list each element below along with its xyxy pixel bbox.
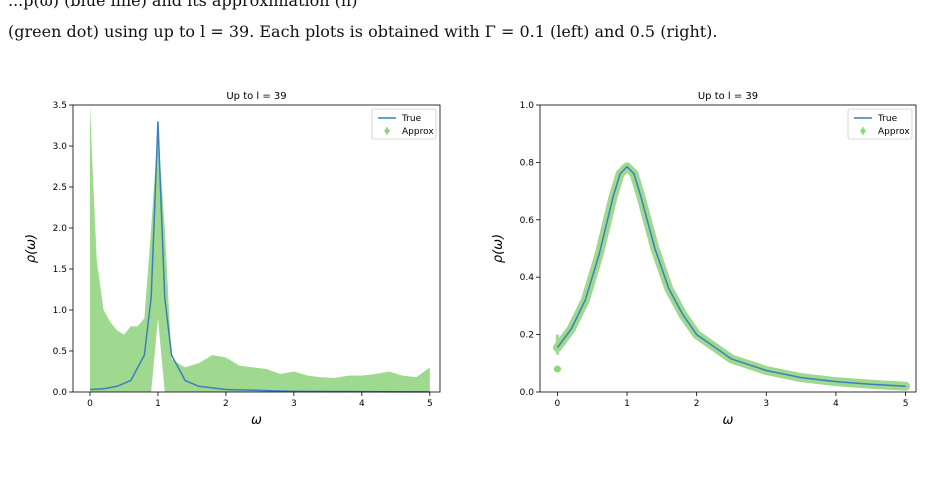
y-tick-label: 3.5	[53, 101, 67, 111]
true-line	[556, 165, 906, 388]
x-tick-label: 3	[291, 399, 297, 409]
approx-band	[89, 105, 430, 392]
y-tick-label: 2.0	[53, 224, 68, 234]
y-tick-label: 0.6	[520, 216, 535, 226]
x-tick-label: 1	[155, 399, 161, 409]
y-tick-label: 0.8	[520, 158, 535, 168]
y-axis-label: ρ(ω)	[491, 234, 506, 263]
approx-point	[553, 365, 561, 373]
legend-approx-swatch	[384, 128, 390, 134]
legend-true-label: True	[401, 114, 422, 124]
figure-caption: (green dot) using up to l = 39. Each plo…	[8, 22, 718, 41]
x-tick-label: 1	[624, 399, 630, 409]
x-tick-label: 3	[763, 399, 769, 409]
x-tick-label: 4	[833, 399, 839, 409]
plot-frame	[72, 104, 441, 393]
true-line	[89, 121, 430, 393]
y-tick-label: 0.0	[520, 388, 535, 398]
y-tick-label: 1.0	[53, 306, 68, 316]
approx-band	[552, 162, 911, 391]
x-tick-label: 0	[87, 399, 93, 409]
legend-approx-label: Approx	[878, 127, 910, 137]
chart-title: Up to l = 39	[698, 91, 758, 102]
y-tick-label: 1.0	[520, 101, 535, 111]
y-axis-label: ρ(ω)	[24, 234, 39, 263]
y-tick-label: 0.5	[53, 347, 67, 357]
y-tick-label: 1.5	[53, 265, 67, 275]
y-tick-label: 0.2	[520, 331, 534, 341]
x-tick-label: 0	[555, 399, 561, 409]
x-tick-label: 2	[694, 399, 700, 409]
chart-right: Up to l = 39 0 1 2 3 4 5 0.0 0.2 0.4 0.6 0.8 1.0 ω ρ(ω…	[491, 91, 917, 428]
plot-frame	[539, 104, 917, 393]
legend-approx-label: Approx	[402, 127, 434, 137]
legend-true-label: True	[877, 114, 898, 124]
x-tick-label: 2	[223, 399, 229, 409]
y-tick-label: 3.0	[53, 142, 68, 152]
x-tick-label: 4	[359, 399, 365, 409]
y-tick-label: 0.4	[520, 273, 535, 283]
chart-left: Up to l = 39 0 1 2 3 4 5 0.0 0.5 1.0 1.5 2.0 2.5 3.0 3…	[24, 91, 441, 428]
chart-title: Up to l = 39	[226, 91, 286, 102]
x-tick-label: 5	[427, 399, 433, 409]
x-axis-label: ω	[251, 413, 262, 428]
x-axis-label: ω	[723, 413, 734, 428]
legend-approx-swatch	[860, 128, 866, 134]
y-tick-label: 0.0	[53, 388, 68, 398]
y-tick-label: 2.5	[53, 183, 67, 193]
caption-top-fragment: ...p(ω) (blue line) and its approximatio…	[8, 0, 358, 10]
x-tick-label: 5	[903, 399, 909, 409]
